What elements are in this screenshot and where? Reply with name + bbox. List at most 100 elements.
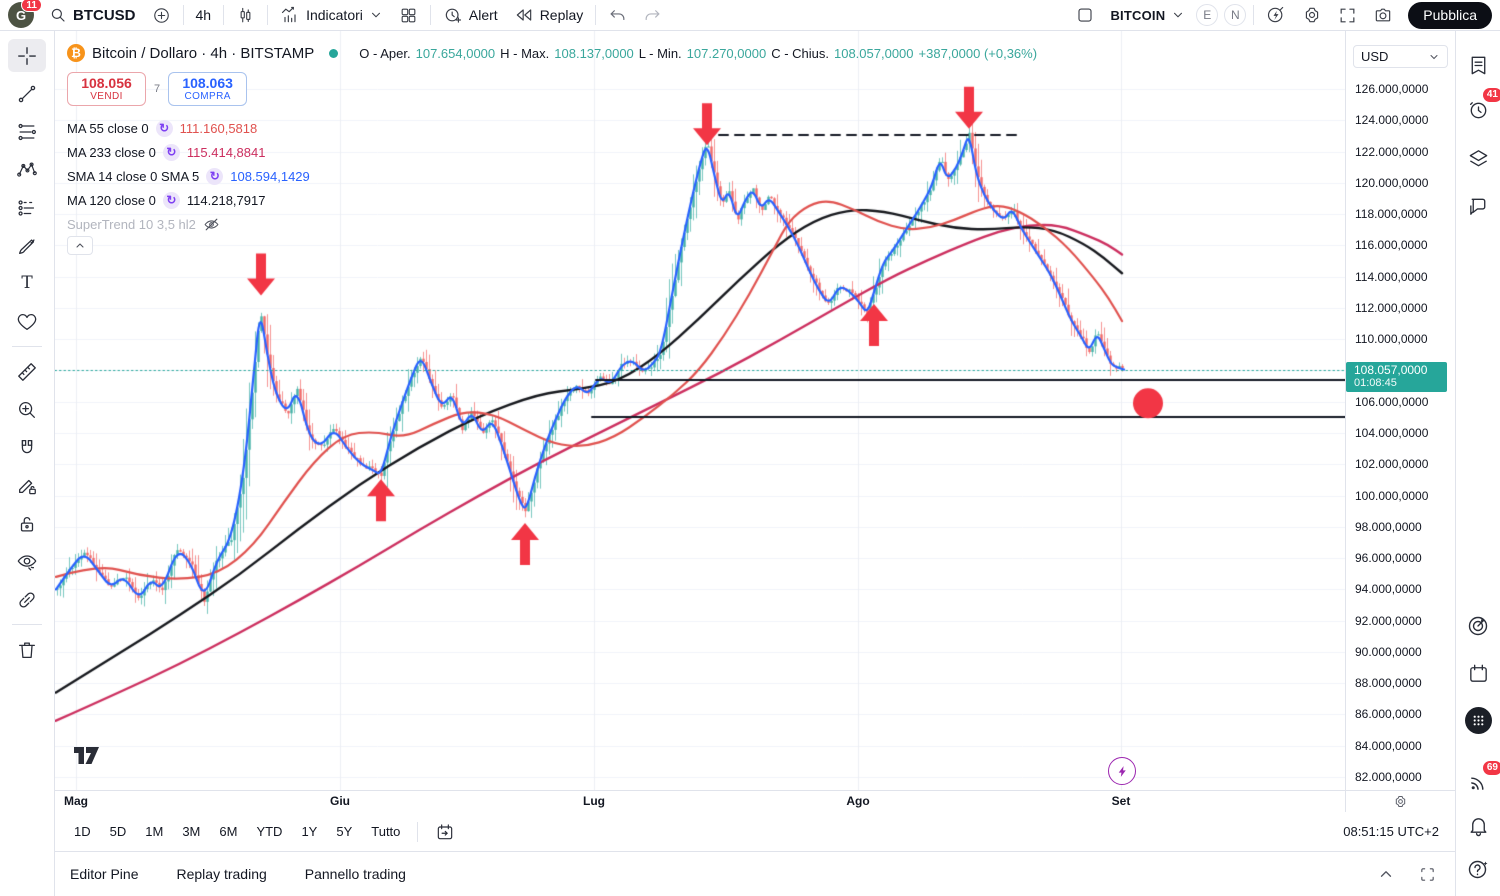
- object-link-tool[interactable]: [8, 583, 46, 616]
- panel-maximize-icon[interactable]: [1419, 866, 1436, 883]
- legend-collapse-button[interactable]: [67, 236, 93, 255]
- replay-trading-button[interactable]: Replay trading: [176, 866, 267, 882]
- fullscreen-button[interactable]: [1331, 2, 1364, 28]
- notifications-button[interactable]: [1462, 809, 1494, 841]
- watchlist-checkbox-button[interactable]: [1069, 2, 1101, 28]
- tf-1m[interactable]: 1M: [145, 824, 164, 839]
- plus-circle-icon: [153, 7, 169, 23]
- crosshair-tool[interactable]: [8, 39, 46, 72]
- badge-n[interactable]: N: [1224, 4, 1247, 26]
- replay-button[interactable]: Replay: [507, 2, 591, 28]
- symbol-search-button[interactable]: BTCUSD: [42, 2, 143, 28]
- price-tick-label: 88.000,0000: [1355, 676, 1422, 691]
- watchlist-panel-button[interactable]: [1462, 49, 1494, 81]
- tf-all[interactable]: Tutto: [371, 824, 401, 839]
- help-button[interactable]: [1462, 853, 1494, 885]
- zoom-in-tool[interactable]: [8, 393, 46, 426]
- change-value: +387,0000 (+0,36%): [918, 45, 1038, 61]
- layout-grid-button[interactable]: [392, 2, 425, 28]
- xabcd-pattern-tool[interactable]: [8, 153, 46, 186]
- alerts-panel-button[interactable]: 41: [1462, 88, 1500, 125]
- indicator-row[interactable]: MA 55 close 0 ↻ 111.160,5818: [67, 116, 310, 140]
- flash-gauge-icon: [1268, 6, 1284, 23]
- price-tick-label: 126.000,0000: [1355, 82, 1429, 96]
- screener-button[interactable]: [1462, 610, 1494, 642]
- user-avatar[interactable]: G 11: [8, 0, 42, 28]
- close-label: C - Chius.: [771, 45, 829, 61]
- tf-5y[interactable]: 5Y: [336, 824, 353, 839]
- chat-panel-button[interactable]: [1462, 190, 1494, 222]
- hide-all-tool[interactable]: [8, 545, 46, 578]
- low-label: L - Min.: [638, 45, 682, 61]
- apps-grid-icon: [1464, 706, 1492, 734]
- tf-6m[interactable]: 6M: [219, 824, 238, 839]
- redo-button[interactable]: [636, 2, 669, 28]
- time-axis[interactable]: Mag Giu Lug Ago Set: [55, 790, 1345, 812]
- price-tick-label: 120.000,0000: [1355, 175, 1429, 190]
- toolbar-divider: [12, 346, 42, 347]
- buy-button[interactable]: 108.063 COMPRA: [168, 72, 248, 106]
- indicator-row[interactable]: SMA 14 close 0 SMA 5 ↻ 108.594,1429: [67, 164, 310, 188]
- price-axis[interactable]: USD 108.057,0000 01:08:45 126.000,0000 12…: [1345, 31, 1455, 812]
- currency-select[interactable]: USD: [1353, 45, 1448, 68]
- magnet-tool[interactable]: [8, 431, 46, 464]
- eye-slash-icon: [17, 554, 37, 570]
- alerts-count-badge: 41: [1482, 88, 1500, 102]
- boost-plan-icon[interactable]: [1108, 757, 1136, 785]
- undo-button[interactable]: [601, 2, 634, 28]
- drawing-mode-lock-tool[interactable]: [8, 469, 46, 502]
- apps-menu-button[interactable]: [1462, 704, 1494, 736]
- interval-button[interactable]: 4h: [189, 2, 219, 28]
- redo-icon: [645, 9, 660, 20]
- boost-button[interactable]: [1259, 2, 1293, 28]
- remove-all-tool[interactable]: [8, 633, 46, 666]
- chart-style-button[interactable]: [229, 2, 262, 28]
- measure-tool[interactable]: [8, 355, 46, 388]
- session-clock[interactable]: 08:51:15 UTC+2: [1343, 824, 1439, 839]
- indicator-value: 114.218,7917: [186, 192, 266, 208]
- tf-ytd[interactable]: YTD: [256, 824, 283, 839]
- calendar-button[interactable]: [1462, 657, 1494, 689]
- tradingview-logo[interactable]: [73, 745, 100, 766]
- trendline-tool[interactable]: [8, 77, 46, 110]
- projection-tool[interactable]: [8, 191, 46, 224]
- add-symbol-button[interactable]: [145, 2, 178, 28]
- tf-1y[interactable]: 1Y: [301, 824, 318, 839]
- emoji-tool[interactable]: [8, 305, 46, 338]
- indicator-label: MA 233 close 0: [67, 144, 156, 160]
- indicator-row[interactable]: MA 233 close 0 ↻ 115.414,8841: [67, 140, 310, 164]
- brush-tool[interactable]: [8, 229, 46, 262]
- snapshot-button[interactable]: [1366, 2, 1400, 28]
- time-tick-label: Lug: [583, 794, 605, 808]
- eye-hidden-icon[interactable]: [203, 216, 220, 233]
- axis-settings-corner[interactable]: [1346, 790, 1455, 812]
- lock-all-tool[interactable]: [8, 507, 46, 540]
- badge-e[interactable]: E: [1196, 4, 1219, 26]
- alert-button[interactable]: Alert: [436, 2, 505, 28]
- news-feed-button[interactable]: 69: [1462, 761, 1500, 798]
- market-status-dot[interactable]: [329, 48, 339, 58]
- text-tool[interactable]: T: [8, 267, 46, 300]
- sell-button[interactable]: 108.056 VENDI: [67, 72, 146, 106]
- lock-open-icon: [20, 516, 34, 532]
- pine-editor-button[interactable]: Editor Pine: [70, 866, 139, 882]
- indicators-button[interactable]: Indicatori: [273, 2, 390, 28]
- tf-5d[interactable]: 5D: [109, 824, 127, 839]
- symbol-title[interactable]: Bitcoin / Dollaro · 4h · BITSTAMP: [92, 44, 315, 62]
- divider: [417, 821, 419, 842]
- object-tree-button[interactable]: [1462, 142, 1494, 174]
- tf-3m[interactable]: 3M: [182, 824, 201, 839]
- publish-button[interactable]: Pubblica: [1408, 1, 1492, 29]
- tf-1d[interactable]: 1D: [74, 824, 91, 839]
- panel-chevron-up-icon[interactable]: [1377, 865, 1395, 883]
- trading-panel-button[interactable]: Pannello trading: [304, 866, 406, 882]
- fib-retracement-tool[interactable]: [8, 115, 46, 148]
- indicator-row[interactable]: SuperTrend 10 3,5 hl2: [67, 212, 310, 236]
- watchlist-symbol-button[interactable]: BITCOIN: [1103, 2, 1192, 28]
- settings-button[interactable]: [1295, 2, 1329, 28]
- price-tick-label: 96.000,0000: [1355, 551, 1422, 566]
- indicator-row[interactable]: MA 120 close 0 ↻ 114.218,7917: [67, 188, 310, 212]
- go-to-date-button[interactable]: [426, 818, 464, 846]
- price-chart-canvas[interactable]: [55, 31, 1345, 790]
- loading-spinner-icon: ↻: [162, 143, 180, 161]
